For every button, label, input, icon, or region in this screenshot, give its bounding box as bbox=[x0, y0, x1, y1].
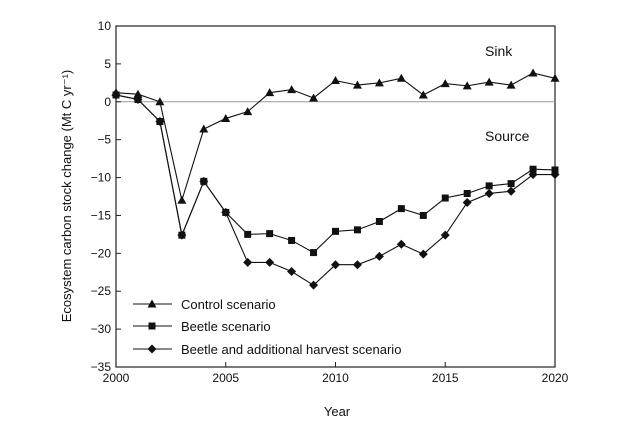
legend-label-beetle-harvest: Beetle and additional harvest scenario bbox=[181, 342, 401, 357]
data-point-control bbox=[440, 79, 450, 88]
data-point-beetle bbox=[507, 180, 515, 188]
data-point-beetle-harvest bbox=[287, 267, 297, 277]
data-point-beetle-harvest bbox=[418, 249, 428, 259]
data-point-beetle-harvest bbox=[221, 207, 231, 217]
legend-label-control: Control scenario bbox=[181, 297, 276, 312]
data-point-control bbox=[221, 113, 231, 122]
data-point-beetle bbox=[266, 230, 274, 238]
sink-annotation: Sink bbox=[485, 43, 513, 59]
y-tick-label: −15 bbox=[91, 208, 112, 222]
data-point-control bbox=[528, 68, 538, 77]
data-point-beetle-harvest bbox=[374, 251, 384, 261]
y-tick-label: −20 bbox=[91, 246, 112, 260]
data-point-beetle-harvest bbox=[528, 170, 538, 180]
x-tick-label: 2020 bbox=[542, 371, 569, 385]
y-axis-label: Ecosystem carbon stock change (Mt C yr⁻¹… bbox=[59, 70, 74, 323]
data-point-beetle bbox=[463, 189, 471, 197]
data-point-beetle-harvest bbox=[199, 176, 209, 186]
series-beetle-harvest bbox=[111, 90, 560, 290]
y-tick-label: −5 bbox=[97, 133, 111, 147]
data-point-beetle-harvest bbox=[352, 260, 362, 270]
data-point-control bbox=[462, 81, 472, 90]
data-point-beetle bbox=[244, 230, 252, 238]
data-point-beetle-harvest bbox=[309, 280, 319, 290]
data-point-control bbox=[374, 78, 384, 87]
data-point-beetle bbox=[375, 218, 383, 226]
data-point-beetle-harvest bbox=[331, 260, 340, 270]
data-point-control bbox=[484, 77, 494, 86]
data-point-control bbox=[506, 80, 516, 89]
x-axis-ticks: 2000 2005 2010 2015 2020 bbox=[103, 362, 569, 385]
y-tick-label: 0 bbox=[104, 95, 111, 109]
y-tick-label: −10 bbox=[91, 171, 112, 185]
y-tick-label: −25 bbox=[91, 284, 112, 298]
data-point-beetle-harvest bbox=[506, 186, 516, 196]
x-tick-label: 2010 bbox=[322, 371, 349, 385]
source-annotation: Source bbox=[485, 128, 530, 144]
legend-marker-beetle-harvest bbox=[147, 344, 157, 354]
data-point-control bbox=[155, 97, 165, 106]
data-point-beetle-harvest bbox=[550, 170, 560, 180]
data-point-control bbox=[418, 90, 428, 99]
y-tick-label: −35 bbox=[91, 360, 112, 374]
data-point-beetle bbox=[551, 166, 559, 174]
y-axis-ticks: 10 5 0 −5 −10 −15 −20 −25 −30 −35 bbox=[91, 19, 121, 374]
data-point-beetle-harvest bbox=[462, 198, 472, 208]
data-point-beetle bbox=[353, 226, 361, 234]
data-point-control bbox=[331, 76, 340, 85]
data-point-control bbox=[243, 107, 253, 116]
x-tick-label: 2000 bbox=[103, 371, 130, 385]
data-point-control bbox=[550, 73, 560, 82]
data-point-control bbox=[352, 80, 362, 89]
data-point-beetle bbox=[397, 205, 405, 213]
data-point-beetle bbox=[332, 227, 339, 235]
data-point-control bbox=[133, 89, 143, 98]
data-point-control bbox=[287, 85, 297, 94]
data-point-beetle bbox=[288, 236, 296, 244]
data-point-beetle-harvest bbox=[133, 95, 143, 105]
data-point-beetle-harvest bbox=[111, 90, 121, 100]
data-point-beetle bbox=[529, 165, 537, 173]
data-point-control bbox=[309, 93, 319, 102]
data-point-control bbox=[177, 195, 187, 204]
y-tick-label: 10 bbox=[98, 19, 112, 33]
data-point-beetle-harvest bbox=[155, 116, 165, 126]
legend-markers bbox=[133, 299, 172, 354]
series-control bbox=[111, 68, 560, 204]
data-point-beetle-harvest bbox=[396, 239, 406, 249]
data-point-beetle bbox=[441, 194, 449, 202]
data-point-control bbox=[265, 88, 275, 97]
x-axis-label: Year bbox=[324, 404, 351, 419]
legend-label-beetle: Beetle scenario bbox=[181, 319, 271, 334]
x-tick-label: 2015 bbox=[432, 371, 459, 385]
y-tick-label: −30 bbox=[91, 322, 112, 336]
data-point-beetle-harvest bbox=[440, 230, 450, 240]
data-point-beetle-harvest bbox=[243, 257, 253, 267]
data-point-beetle-harvest bbox=[177, 230, 187, 240]
data-point-control bbox=[396, 73, 406, 82]
data-point-beetle-harvest bbox=[484, 188, 494, 198]
data-point-control bbox=[199, 124, 209, 133]
data-point-beetle bbox=[419, 211, 427, 219]
series-layer bbox=[111, 68, 560, 290]
legend-marker-beetle bbox=[148, 322, 156, 330]
x-tick-label: 2005 bbox=[212, 371, 239, 385]
y-tick-label: 5 bbox=[104, 57, 111, 71]
legend: Control scenario Beetle scenario Beetle … bbox=[133, 297, 401, 357]
series-beetle bbox=[112, 91, 559, 257]
data-point-beetle-harvest bbox=[265, 257, 275, 267]
legend-marker-control bbox=[147, 299, 157, 308]
data-point-beetle bbox=[310, 249, 318, 257]
data-point-beetle bbox=[485, 182, 493, 190]
